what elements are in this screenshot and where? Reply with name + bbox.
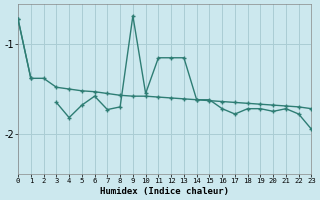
X-axis label: Humidex (Indice chaleur): Humidex (Indice chaleur) [100,187,229,196]
